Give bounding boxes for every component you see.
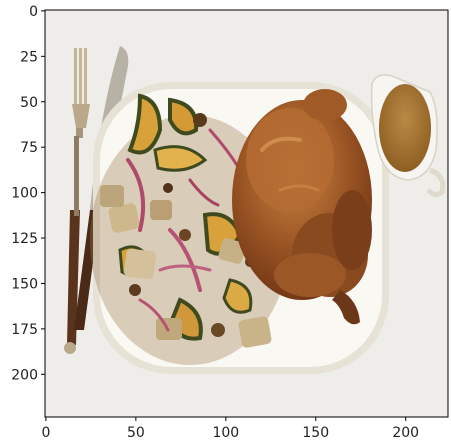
y-tick-label: 0 [29, 4, 38, 20]
y-tick-label: 175 [11, 322, 38, 338]
x-tick-label: 150 [302, 425, 329, 441]
y-tick-label: 200 [11, 367, 38, 383]
y-tick-label: 75 [20, 140, 38, 156]
y-tick-label: 100 [11, 186, 38, 202]
gravy-boat [370, 74, 446, 198]
x-tick-label: 0 [41, 425, 50, 441]
y-tick-label: 125 [11, 231, 38, 247]
y-axis: 0 25 50 75 100 125 150 175 200 [11, 4, 45, 383]
fork-icon [64, 48, 90, 354]
x-tick-label: 100 [212, 425, 239, 441]
axes-frame [44, 9, 449, 418]
y-tick-label: 50 [20, 95, 38, 111]
x-tick-label: 200 [392, 425, 419, 441]
food-photo [45, 10, 448, 417]
x-tick-label: 50 [127, 425, 145, 441]
roast-chicken [232, 89, 372, 325]
y-tick-label: 150 [11, 276, 38, 292]
y-tick-label: 25 [20, 49, 38, 65]
x-axis: 0 50 100 150 200 [41, 417, 419, 441]
